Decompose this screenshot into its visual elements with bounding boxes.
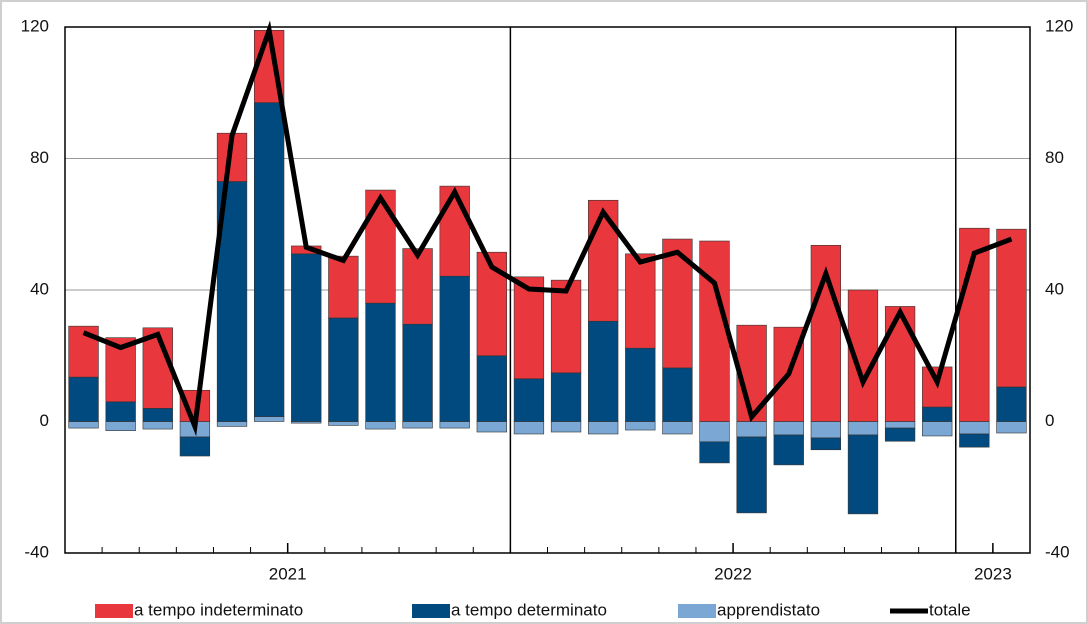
bar bbox=[179, 436, 211, 457]
bar bbox=[847, 434, 879, 515]
bar bbox=[588, 421, 619, 435]
bar bbox=[699, 441, 730, 464]
bar bbox=[773, 421, 804, 436]
bar bbox=[439, 275, 470, 422]
y2-tick-label: 40 bbox=[1045, 279, 1064, 298]
bar bbox=[550, 279, 582, 374]
bar bbox=[253, 416, 285, 422]
bar bbox=[476, 251, 507, 357]
y2-tick-label: -40 bbox=[1045, 542, 1070, 561]
y-tick-label: 40 bbox=[30, 279, 49, 298]
bar bbox=[996, 386, 1027, 422]
y-tick-label: -40 bbox=[24, 542, 49, 561]
bar bbox=[996, 421, 1027, 434]
bar bbox=[810, 437, 842, 451]
y2-tick-label: 80 bbox=[1045, 148, 1064, 167]
x-group-label: 2021 bbox=[269, 564, 307, 583]
bar bbox=[142, 408, 173, 422]
x-group-label: 2022 bbox=[714, 564, 752, 583]
bar bbox=[365, 302, 396, 422]
bar bbox=[959, 421, 990, 435]
bar bbox=[922, 406, 953, 422]
bar bbox=[959, 433, 990, 448]
y-tick-label: 80 bbox=[30, 148, 49, 167]
bar bbox=[476, 355, 507, 422]
bar bbox=[402, 248, 433, 325]
bar bbox=[476, 421, 507, 433]
bar bbox=[625, 253, 656, 349]
y2-tick-label: 0 bbox=[1045, 411, 1054, 430]
y-tick-label: 0 bbox=[40, 411, 49, 430]
legend-label: a tempo determinato bbox=[451, 600, 607, 619]
bar bbox=[625, 421, 656, 431]
bar bbox=[365, 421, 396, 430]
bar bbox=[513, 276, 545, 380]
bar bbox=[216, 421, 248, 427]
legend-label: a tempo indeterminato bbox=[134, 600, 303, 619]
bar bbox=[68, 376, 99, 422]
legend-swatch bbox=[95, 604, 133, 618]
bar bbox=[699, 421, 730, 443]
bar bbox=[513, 421, 545, 435]
bar bbox=[328, 317, 359, 422]
bar bbox=[402, 323, 433, 422]
legend-label: apprendistato bbox=[717, 600, 820, 619]
bar bbox=[550, 372, 582, 422]
x-group-label: 2023 bbox=[974, 564, 1012, 583]
bar bbox=[402, 421, 433, 429]
bar bbox=[884, 427, 916, 442]
legend-swatch bbox=[412, 604, 450, 618]
bar bbox=[142, 327, 173, 409]
legend-swatch bbox=[678, 604, 716, 618]
bar bbox=[253, 102, 285, 417]
y2-tick-label: 120 bbox=[1045, 16, 1073, 35]
total-line bbox=[82, 20, 1013, 437]
bar bbox=[328, 421, 359, 426]
bar bbox=[847, 421, 879, 436]
bar bbox=[365, 189, 396, 304]
bar bbox=[588, 199, 619, 322]
bar bbox=[922, 421, 953, 437]
bar bbox=[884, 421, 916, 429]
bar bbox=[439, 185, 470, 277]
bar bbox=[105, 421, 136, 432]
bar bbox=[588, 320, 619, 422]
bar bbox=[142, 421, 173, 430]
y-tick-label: 120 bbox=[21, 16, 49, 35]
bar bbox=[625, 347, 656, 422]
bar bbox=[736, 436, 767, 514]
legend-label: totale bbox=[929, 600, 971, 619]
plot-frame bbox=[64, 26, 1031, 554]
bar bbox=[996, 228, 1027, 388]
bar bbox=[513, 378, 545, 422]
bar bbox=[291, 253, 322, 422]
bar bbox=[662, 367, 693, 422]
bar bbox=[884, 306, 916, 422]
bar bbox=[68, 421, 99, 429]
bar bbox=[105, 401, 136, 422]
bar bbox=[773, 434, 804, 466]
bar bbox=[550, 421, 582, 433]
bar bbox=[736, 421, 767, 438]
bar bbox=[662, 421, 693, 435]
bar bbox=[439, 421, 470, 429]
bar bbox=[810, 421, 842, 439]
bar bbox=[328, 255, 359, 319]
bar bbox=[699, 240, 730, 422]
